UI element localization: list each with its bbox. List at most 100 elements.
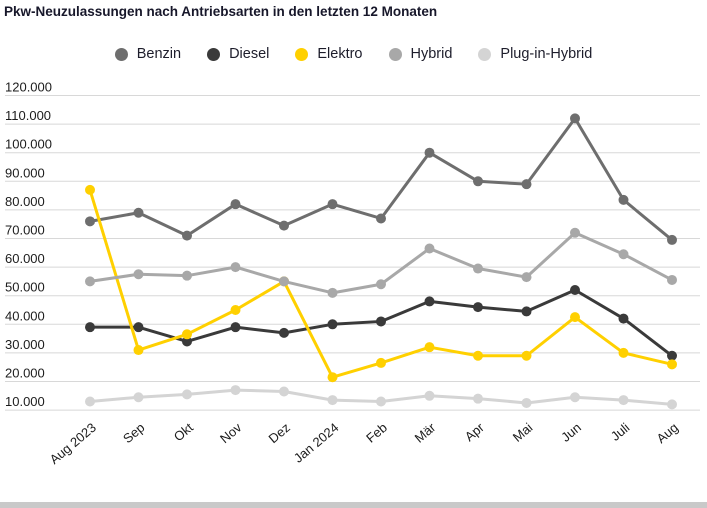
legend-dot-diesel [207,47,221,61]
data-point-hybrid-jun[interactable] [570,227,580,238]
y-tick-label: 110.000 [5,108,51,123]
data-point-hybrid-mär[interactable] [424,243,435,254]
x-tick-label: Aug [654,420,681,446]
data-point-plug-in-hybrid-mär[interactable] [424,390,435,401]
data-point-elektro-mai[interactable] [521,350,532,361]
data-point-plug-in-hybrid-apr[interactable] [473,393,483,404]
data-point-elektro-aug-2023[interactable] [85,184,95,195]
data-point-elektro-jan-2024[interactable] [327,372,338,383]
data-point-benzin-jun[interactable] [570,113,580,124]
data-point-diesel-juli[interactable] [618,313,629,324]
data-point-elektro-aug[interactable] [667,359,677,370]
x-tick-label: Nov [217,419,245,446]
series-layer [85,113,677,410]
data-point-benzin-jan-2024[interactable] [327,199,338,210]
y-tick-label: 40.000 [5,308,45,323]
data-point-elektro-apr[interactable] [473,350,483,361]
legend-item-hybrid: Hybrid [388,46,452,62]
data-point-diesel-mai[interactable] [521,306,532,317]
data-point-benzin-nov[interactable] [230,199,241,210]
legend-dot-benzin [114,47,128,61]
series-benzin [85,113,677,245]
data-point-plug-in-hybrid-feb[interactable] [376,396,386,407]
data-point-diesel-jan-2024[interactable] [327,319,338,330]
data-point-elektro-feb[interactable] [376,357,386,368]
data-point-elektro-nov[interactable] [230,305,241,315]
data-point-hybrid-dez[interactable] [279,276,289,287]
data-point-benzin-sep[interactable] [133,207,144,218]
legend-item-benzin: Benzin [114,46,182,62]
y-tick-label: 60.000 [5,251,45,266]
data-point-diesel-nov[interactable] [230,322,241,333]
y-tick-label: 70.000 [5,223,45,238]
data-point-elektro-mär[interactable] [424,342,435,353]
data-point-hybrid-juli[interactable] [618,249,629,260]
data-point-hybrid-feb[interactable] [376,279,386,290]
data-point-hybrid-aug-2023[interactable] [85,276,95,287]
data-point-benzin-aug-2023[interactable] [85,216,95,227]
data-point-benzin-okt[interactable] [182,230,192,241]
data-point-hybrid-apr[interactable] [473,263,483,274]
data-point-benzin-mai[interactable] [521,179,532,190]
data-point-plug-in-hybrid-okt[interactable] [182,389,192,400]
y-axis-labels: 120.000 110.000 100.000 90.000 80.000 70.000 6… [5,80,52,410]
data-point-plug-in-hybrid-dez[interactable] [279,386,289,397]
data-point-diesel-dez[interactable] [279,327,289,338]
data-point-benzin-apr[interactable] [473,176,483,187]
data-point-benzin-mär[interactable] [424,147,435,158]
data-point-diesel-aug-2023[interactable] [85,322,95,333]
legend-item-diesel: Diesel [207,46,269,62]
y-tick-label: 120.000 [5,80,52,95]
data-point-elektro-sep[interactable] [133,345,144,356]
series-hybrid [85,227,677,298]
data-point-elektro-juli[interactable] [618,347,629,358]
legend-label: Diesel [229,46,270,62]
y-tick-label: 30.000 [5,337,45,352]
data-point-plug-in-hybrid-aug[interactable] [667,399,677,410]
x-tick-label: Jun [558,420,584,445]
data-point-plug-in-hybrid-aug-2023[interactable] [85,396,95,407]
y-tick-label: 20.000 [5,366,45,381]
data-point-benzin-dez[interactable] [279,220,289,231]
data-point-elektro-jun[interactable] [570,312,580,323]
chart-title: Pkw-Neuzulassungen nach Antriebsarten in… [4,4,438,19]
data-point-diesel-mär[interactable] [424,296,435,307]
data-point-diesel-sep[interactable] [133,322,144,333]
legend: Benzin Diesel Elektro Hybrid Plug-in-Hybrid [0,46,707,62]
data-point-benzin-juli[interactable] [618,194,629,205]
data-point-diesel-okt[interactable] [182,336,192,347]
data-point-hybrid-nov[interactable] [230,262,241,273]
data-point-hybrid-sep[interactable] [133,269,144,280]
x-tick-label: Mär [412,419,439,445]
legend-item-plug-in-hybrid: Plug-in-Hybrid [478,46,592,62]
data-point-benzin-feb[interactable] [376,213,386,224]
data-point-hybrid-jan-2024[interactable] [327,287,338,298]
data-point-diesel-feb[interactable] [376,316,386,327]
data-point-plug-in-hybrid-juli[interactable] [618,395,629,406]
data-point-plug-in-hybrid-nov[interactable] [230,385,241,396]
data-point-plug-in-hybrid-mai[interactable] [521,397,532,408]
legend-dot-hybrid [388,47,402,61]
x-tick-label: Aug 2023 [47,420,99,467]
data-point-plug-in-hybrid-jan-2024[interactable] [327,395,338,406]
data-point-hybrid-okt[interactable] [182,270,192,281]
data-point-hybrid-mai[interactable] [521,272,532,283]
data-point-benzin-aug[interactable] [667,234,677,245]
x-tick-label: Apr [462,419,488,444]
data-point-plug-in-hybrid-sep[interactable] [133,392,144,403]
legend-label: Benzin [136,46,182,62]
series-diesel [85,284,677,361]
data-point-diesel-apr[interactable] [473,302,483,313]
legend-label: Elektro [317,46,363,62]
data-point-elektro-okt[interactable] [182,329,192,340]
bottom-divider-bar [0,502,707,508]
data-point-plug-in-hybrid-jun[interactable] [570,392,580,403]
data-point-hybrid-aug[interactable] [667,274,677,285]
legend-dot-plug-in-hybrid [478,47,492,61]
x-tick-label: Sep [120,420,147,446]
data-point-diesel-aug[interactable] [667,350,677,361]
data-point-diesel-jun[interactable] [570,284,580,295]
y-tick-label: 100.000 [5,137,52,152]
